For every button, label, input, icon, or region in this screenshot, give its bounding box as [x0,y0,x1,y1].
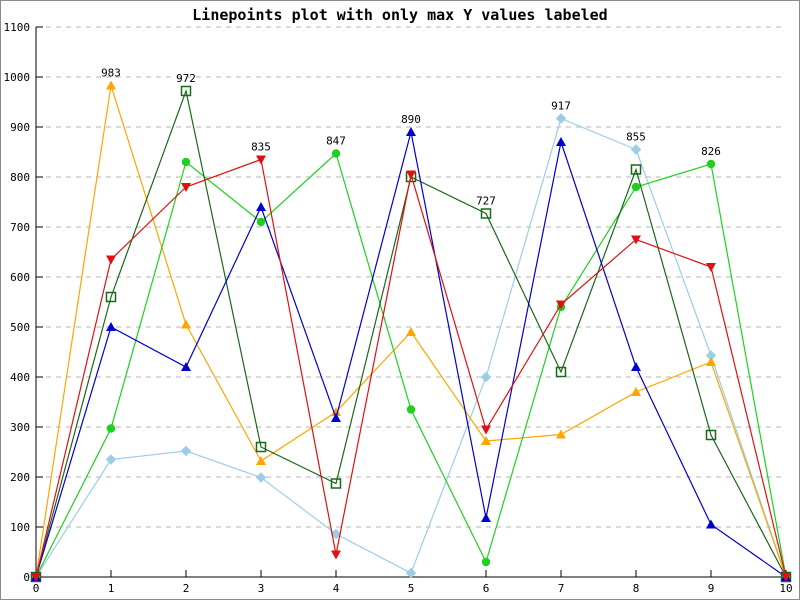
marker-dark-green-x8 [630,164,642,175]
marker-dark-green-x3 [255,441,267,453]
y-tick-label-600: 600 [10,271,30,284]
marker-dark-green-x4 [330,478,342,489]
y-tick-label-1100: 1100 [4,21,31,34]
marker-red-x10 [781,573,791,582]
x-tick-label-2: 2 [183,582,190,595]
marker-blue-x4 [331,413,341,422]
x-tick-label-6: 6 [483,582,490,595]
chart-title: Linepoints plot with only max Y values l… [192,6,608,24]
marker-blue-x3 [256,202,266,211]
x-tick-label-9: 9 [708,582,715,595]
y-tick-label-300: 300 [10,421,30,434]
marker-orange-x5 [406,327,416,336]
marker-orange-x9 [706,357,716,366]
point-label-983: 983 [101,67,121,80]
point-label-835: 835 [251,141,271,154]
marker-orange-x1 [106,80,116,90]
marker-green-x3 [256,217,266,227]
marker-red-x1 [106,255,116,265]
series-line-light-blue [35,117,787,578]
marker-light-blue-x3 [255,472,267,483]
point-label-826: 826 [701,145,721,158]
marker-blue-x1 [106,322,116,331]
point-label-917: 917 [551,100,571,113]
x-tick-label-3: 3 [258,582,265,595]
marker-light-blue-x9 [705,350,717,361]
y-tick-label-700: 700 [10,221,30,234]
marker-green-x6 [481,557,491,567]
marker-red-x2 [181,183,191,192]
marker-dark-green-x2 [180,85,192,97]
point-label-855: 855 [626,131,646,144]
marker-orange-x7 [556,429,566,439]
marker-light-blue-x5 [405,567,417,579]
marker-red-x3 [256,155,266,165]
marker-light-blue-x7 [555,113,567,124]
marker-green-x1 [106,424,116,433]
x-tick-label-10: 10 [779,582,792,595]
x-tick-label-1: 1 [108,582,115,595]
marker-blue-x7 [556,137,566,146]
point-label-890: 890 [401,113,421,126]
marker-blue-x2 [181,362,191,371]
marker-red-x0 [31,573,41,582]
marker-dark-green-x1 [105,291,117,303]
y-tick-label-100: 100 [10,521,30,534]
x-tick-label-4: 4 [333,582,340,595]
point-label-727: 727 [476,195,496,208]
marker-orange-x4 [331,407,341,416]
marker-red-x6 [481,425,491,435]
point-label-972: 972 [176,72,196,85]
marker-green-x9 [706,159,716,169]
x-tick-label-5: 5 [408,582,415,595]
marker-light-blue-x8 [630,144,642,155]
series-line-blue [35,131,787,578]
y-tick-label-0: 0 [23,571,30,584]
marker-red-x7 [556,300,566,310]
series-line-red [35,158,787,578]
marker-orange-x3 [256,456,266,465]
marker-orange-x8 [631,387,641,396]
marker-green-x2 [181,157,191,167]
marker-blue-x8 [631,362,641,371]
marker-dark-green-x9 [705,429,717,441]
marker-blue-x5 [406,127,416,136]
marker-orange-x6 [481,436,491,445]
marker-red-x8 [631,235,641,245]
marker-light-blue-x4 [330,528,342,540]
x-tick-label-8: 8 [633,582,640,595]
y-tick-label-400: 400 [10,371,30,384]
marker-blue-x6 [481,513,491,522]
marker-red-x5 [406,170,416,180]
marker-light-blue-x6 [480,371,492,383]
marker-green-x4 [331,149,341,158]
marker-dark-green-x7 [555,366,567,378]
marker-red-x4 [331,550,341,560]
marker-blue-x9 [706,519,716,529]
marker-dark-green-x6 [480,208,492,219]
marker-green-x8 [631,182,641,192]
x-tick-label-0: 0 [33,582,40,595]
y-tick-label-800: 800 [10,171,30,184]
marker-orange-x2 [181,319,191,329]
y-tick-label-900: 900 [10,121,30,134]
y-tick-label-200: 200 [10,471,30,484]
marker-light-blue-x1 [105,454,117,465]
marker-light-blue-x2 [180,445,192,457]
x-tick-label-7: 7 [558,582,565,595]
series-line-green [35,152,787,578]
y-tick-label-1000: 1000 [4,71,31,84]
point-label-847: 847 [326,135,346,148]
y-tick-label-500: 500 [10,321,30,334]
marker-red-x9 [706,263,716,272]
marker-green-x5 [406,405,416,414]
